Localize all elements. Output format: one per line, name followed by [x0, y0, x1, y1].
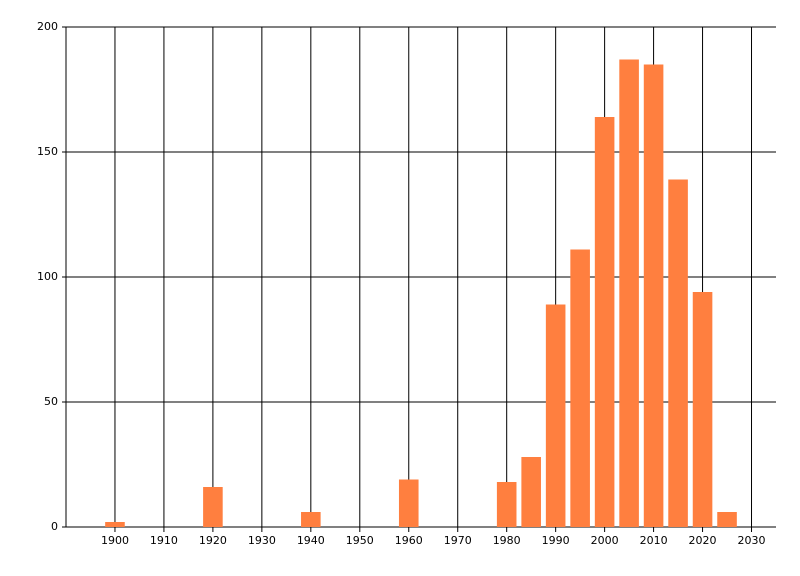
y-tick-label: 200	[37, 20, 58, 33]
bar	[570, 249, 590, 527]
bar	[692, 292, 713, 527]
x-tick-label: 2030	[738, 534, 766, 547]
bar	[643, 64, 664, 527]
y-tick-label: 150	[37, 145, 58, 158]
x-tick-label: 1960	[395, 534, 423, 547]
bar	[521, 457, 541, 527]
bar	[301, 512, 321, 527]
bar	[717, 512, 737, 527]
x-tick-label: 2000	[591, 534, 619, 547]
bar	[668, 179, 688, 527]
bar	[594, 117, 615, 527]
x-tick-label: 1990	[542, 534, 570, 547]
y-tick-label: 0	[51, 520, 58, 533]
x-tick-label: 2020	[689, 534, 717, 547]
bar	[496, 482, 517, 527]
bar	[203, 487, 223, 527]
x-tick-label: 1930	[248, 534, 276, 547]
x-tick-label: 1940	[297, 534, 325, 547]
bar	[105, 522, 125, 527]
x-tick-label: 1980	[493, 534, 521, 547]
bar	[619, 59, 639, 527]
bar	[545, 304, 566, 527]
bar	[398, 479, 419, 527]
x-tick-label: 1900	[101, 534, 129, 547]
x-tick-label: 1910	[150, 534, 178, 547]
x-tick-label: 1970	[444, 534, 472, 547]
x-tick-label: 2010	[640, 534, 668, 547]
x-tick-label: 1950	[346, 534, 374, 547]
y-tick-label: 50	[44, 395, 58, 408]
y-tick-label: 100	[37, 270, 58, 283]
x-tick-label: 1920	[199, 534, 227, 547]
